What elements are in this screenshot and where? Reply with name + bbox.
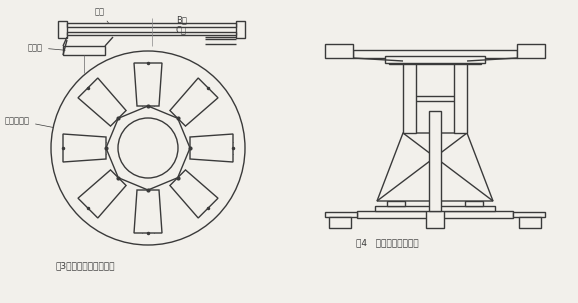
Bar (389, 58, 481, 64)
Bar (513, 212, 545, 217)
Bar (517, 44, 545, 58)
Bar (465, 201, 483, 206)
Polygon shape (170, 170, 218, 218)
Bar (353, 50, 517, 58)
Polygon shape (134, 190, 162, 233)
Bar (403, 61, 416, 133)
Bar (429, 111, 441, 211)
Ellipse shape (51, 51, 245, 245)
Bar (426, 210, 444, 228)
Bar (329, 217, 351, 228)
Text: C面: C面 (176, 25, 187, 34)
Bar (375, 206, 495, 211)
Bar (387, 201, 405, 206)
Bar (454, 61, 467, 133)
Polygon shape (78, 170, 126, 218)
Polygon shape (63, 134, 106, 162)
Polygon shape (134, 63, 162, 106)
Bar (67, 32, 236, 35)
Text: 图4   灌包架制作完成图: 图4 灌包架制作完成图 (356, 238, 418, 247)
Text: B面: B面 (176, 15, 187, 24)
Bar (519, 217, 541, 228)
Text: 图3灌包架的分料箱部分: 图3灌包架的分料箱部分 (55, 261, 114, 270)
Polygon shape (190, 134, 233, 162)
Bar (67, 23, 236, 27)
Text: 八个分料口: 八个分料口 (5, 116, 53, 128)
Bar (58, 21, 67, 38)
Text: 方法兰: 方法兰 (28, 43, 65, 52)
Bar (325, 44, 353, 58)
Polygon shape (106, 106, 190, 190)
Bar (236, 21, 245, 38)
Bar (385, 56, 485, 63)
Polygon shape (377, 133, 493, 201)
Text: 法兰: 法兰 (95, 7, 108, 23)
Bar (63, 46, 105, 55)
Bar (325, 212, 357, 217)
Ellipse shape (118, 118, 178, 178)
Polygon shape (170, 78, 218, 126)
Bar (357, 211, 513, 218)
Polygon shape (78, 78, 126, 126)
